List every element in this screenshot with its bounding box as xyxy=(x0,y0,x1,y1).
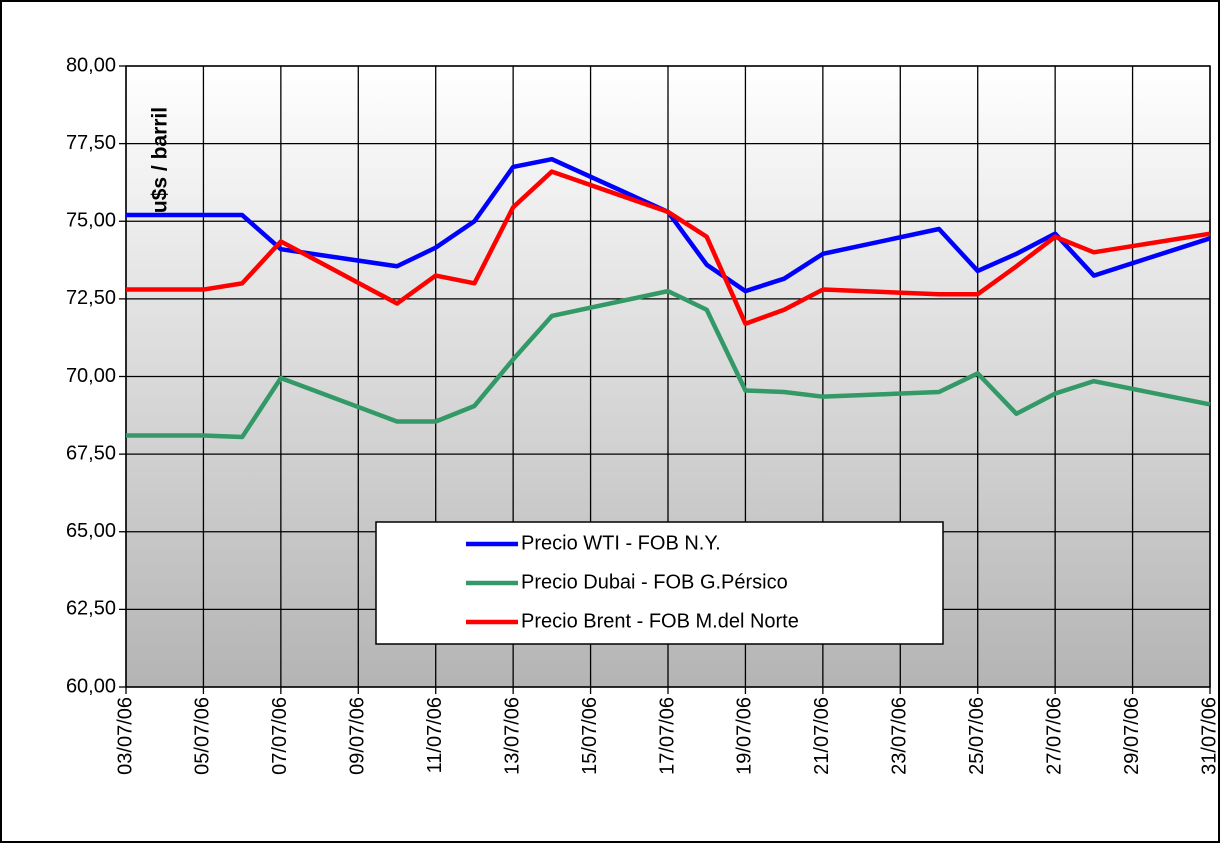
x-tick-label: 27/07/06 xyxy=(1043,697,1065,775)
x-tick-label: 07/07/06 xyxy=(269,697,291,775)
x-tick-label: 29/07/06 xyxy=(1121,697,1143,775)
plot-border xyxy=(125,65,1211,688)
y-tick-label: 77,50 xyxy=(66,132,116,154)
x-tick-label: 15/07/06 xyxy=(579,697,601,775)
x-tick-label: 09/07/06 xyxy=(347,697,369,775)
line-series xyxy=(126,169,1211,326)
y-tick-label: 65,00 xyxy=(66,520,116,542)
y-tick-label: 72,50 xyxy=(66,287,116,309)
x-tick-label: 03/07/06 xyxy=(114,697,136,775)
x-tick-label: 11/07/06 xyxy=(424,697,446,773)
y-tick-label: 75,00 xyxy=(66,210,116,232)
y-tick-label: 60,00 xyxy=(66,675,116,697)
x-tick-label: 25/07/06 xyxy=(966,697,988,775)
y-tick-label: 62,50 xyxy=(66,598,116,620)
y-tick-label: 67,50 xyxy=(66,442,116,464)
y-tick-label: 70,00 xyxy=(66,365,116,387)
legend-label: Precio Brent - FOB M.del Norte xyxy=(521,610,799,632)
x-tick-label: 05/07/06 xyxy=(192,697,214,775)
y-tick-label: 80,00 xyxy=(66,54,116,76)
x-tick-label: 17/07/06 xyxy=(656,697,678,775)
x-tick-label: 23/07/06 xyxy=(889,697,911,775)
y-axis-title: u$s / barril xyxy=(149,107,172,213)
line-series xyxy=(126,288,1211,440)
x-tick-label: 19/07/06 xyxy=(734,697,756,775)
legend-label: Precio WTI - FOB N.Y. xyxy=(521,532,721,554)
x-tick-label: 13/07/06 xyxy=(501,697,523,775)
x-tick-label: 31/07/06 xyxy=(1198,697,1220,775)
legend-label: Precio Dubai - FOB G.Pérsico xyxy=(521,571,788,593)
x-tick-label: 21/07/06 xyxy=(811,697,833,775)
